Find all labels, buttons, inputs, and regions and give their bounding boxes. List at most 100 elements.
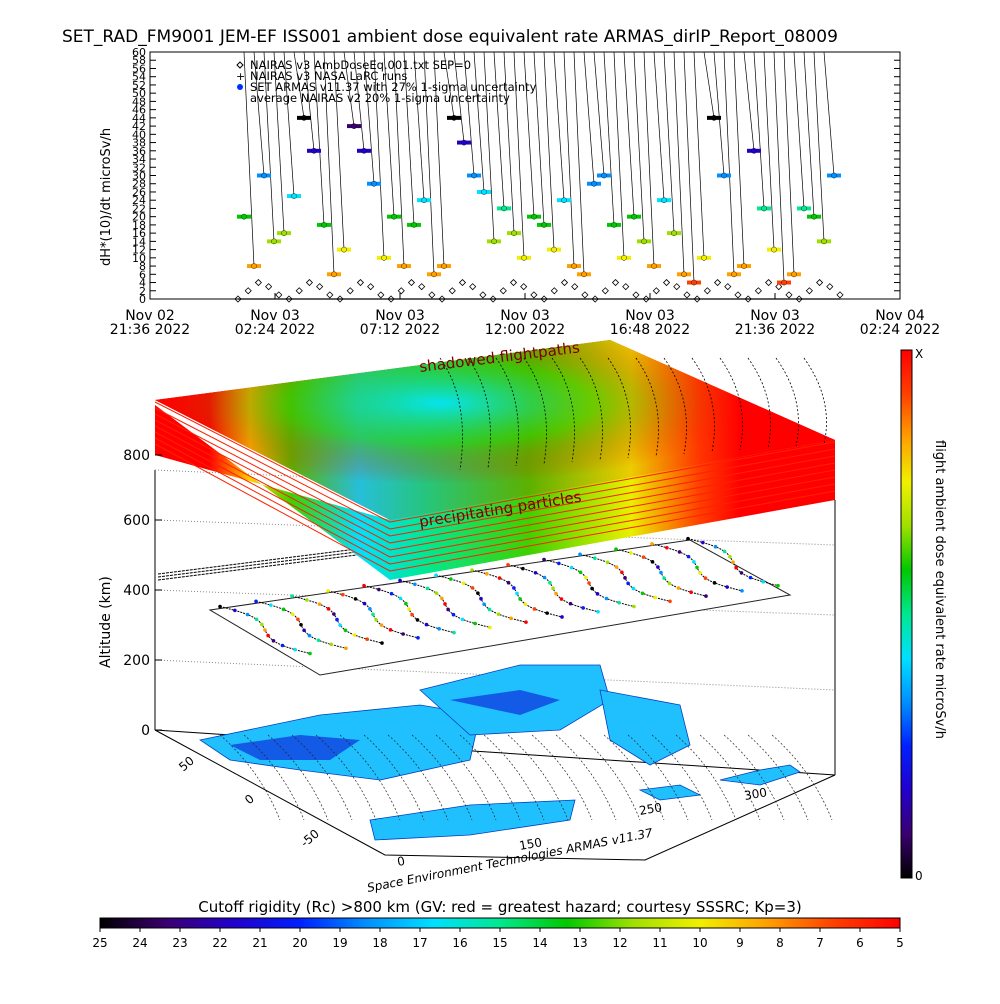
nairas-diamond-marker	[734, 291, 742, 299]
nairas-diamond-marker	[499, 287, 507, 295]
bottom-colorbar-tick-label: 8	[776, 936, 784, 950]
y-tick-label: 4	[139, 277, 146, 290]
flightpath-sample	[341, 592, 345, 597]
flightpath-sample	[218, 604, 222, 609]
bottom-colorbar-title: Cutoff rigidity (Rc) >800 km (GV: red = …	[198, 898, 801, 916]
armas-trace-line	[433, 51, 445, 267]
flightpath-sample	[254, 617, 259, 622]
map-continent	[599, 689, 691, 766]
slab-edge-line	[154, 443, 391, 572]
flightpath-sample	[398, 578, 402, 583]
armas-marker	[741, 263, 747, 269]
slab-edge-line	[154, 419, 391, 544]
bottom-colorbar-tick-label: 9	[736, 936, 744, 950]
slab-edge-line	[389, 483, 836, 565]
flightpath-sample	[497, 576, 502, 580]
flightpath-sample	[263, 628, 267, 632]
right-colorbar-top-label: X	[915, 347, 923, 361]
slab-shadow-track	[663, 357, 687, 455]
bottom-colorbar-tick-label: 6	[856, 936, 864, 950]
y-tick-label: 56	[132, 62, 146, 75]
armas-series	[237, 115, 841, 286]
slab-shadow-track	[747, 357, 771, 449]
armas-marker	[651, 263, 657, 269]
armas-trace-line	[323, 51, 335, 275]
armas-marker	[461, 139, 467, 146]
flightpath-sample	[290, 612, 295, 616]
flightpath-sample	[293, 647, 297, 652]
grid-line	[154, 589, 836, 616]
nairas-diamond-marker	[377, 291, 385, 299]
armas-marker	[641, 238, 647, 245]
map-ground-track	[267, 734, 329, 821]
map-ground-track	[651, 734, 713, 821]
flightpath-sample	[728, 554, 732, 559]
armas-marker	[791, 271, 797, 278]
slab-top-glow	[155, 340, 835, 520]
y-tick-label: 32	[132, 161, 146, 174]
flightpath-sample	[281, 607, 286, 612]
nairas-diamond-marker	[469, 283, 477, 291]
z-tick-label: 800	[123, 448, 150, 464]
flightpath-sample	[506, 580, 511, 585]
flightpath-sample	[460, 617, 465, 622]
nairas-diamond-marker	[489, 295, 497, 303]
nairas-diamond-marker	[234, 295, 242, 303]
armas-marker	[631, 213, 637, 220]
flightpath-sample	[740, 589, 744, 593]
armas-trace-line	[723, 51, 735, 275]
latitude-tick-label: -50	[298, 827, 322, 850]
flightpath-sample	[521, 566, 525, 571]
map-ground-tracks	[219, 734, 833, 821]
flightpath-sample	[551, 586, 555, 591]
armas-marker	[281, 230, 287, 236]
flightpath-plane	[208, 539, 792, 676]
armas-trace-line	[753, 51, 765, 209]
longitude-tick-label: 300	[743, 785, 768, 803]
armas-marker	[551, 246, 557, 253]
armas-trace-line	[803, 51, 815, 217]
flightpath-sample	[641, 555, 646, 559]
flightpath-sample	[559, 597, 564, 601]
shadow-track-stub	[157, 551, 381, 581]
armas-trace-line	[683, 51, 695, 283]
flightpath-sample	[362, 583, 366, 588]
flightpath-sample	[379, 623, 384, 627]
flightpath-sample	[407, 607, 411, 611]
figure-title: SET_RAD_FM9001 JEM-EF ISS001 ambient dos…	[62, 27, 838, 47]
z-tick-label: 400	[123, 583, 150, 599]
flightpath-sample	[410, 612, 414, 617]
x-tick-label-time: 02:24 2022	[860, 322, 940, 338]
map-ground-track	[315, 734, 377, 821]
nairas-diamond-marker	[571, 283, 579, 291]
slab-edge-line	[154, 413, 391, 537]
y-tick-label: 60	[132, 46, 146, 59]
bottom-colorbar-tick-label: 5	[896, 936, 904, 950]
bottom-colorbar-tick-label: 17	[412, 936, 427, 950]
y-tick-label: 18	[132, 219, 146, 232]
armas-trace-line	[823, 51, 835, 176]
flightpath-sample	[352, 633, 357, 637]
y-tick-label: 6	[139, 268, 146, 281]
armas-trace-line	[563, 51, 575, 267]
longitude-tick-group: 0 150 250 300	[396, 785, 768, 869]
slab-edge-line	[154, 401, 391, 523]
y-tick-label: 14	[132, 235, 146, 248]
armas-trace-lines	[243, 51, 835, 283]
nairas-diamond-marker	[795, 295, 803, 303]
slab-shadow-track	[607, 357, 631, 459]
armas-marker	[371, 180, 377, 187]
flightpath-sample	[413, 582, 417, 587]
y-tick-label: 2	[139, 285, 146, 298]
x-tick-label-time: 21:36 2022	[735, 322, 815, 338]
altitude-3d-panel: shadowed flightpaths precipitating parti…	[98, 338, 836, 895]
map-ground-track	[291, 734, 353, 821]
flightpath-sample	[326, 589, 330, 593]
slab-edge-lines	[154, 401, 836, 572]
armas-marker	[611, 222, 617, 228]
flightpath-sample	[542, 575, 547, 580]
armas-marker	[291, 193, 297, 199]
nairas-diamond-marker	[662, 278, 671, 287]
flightpath-sample	[542, 557, 546, 562]
flightpath-sample	[686, 536, 690, 541]
